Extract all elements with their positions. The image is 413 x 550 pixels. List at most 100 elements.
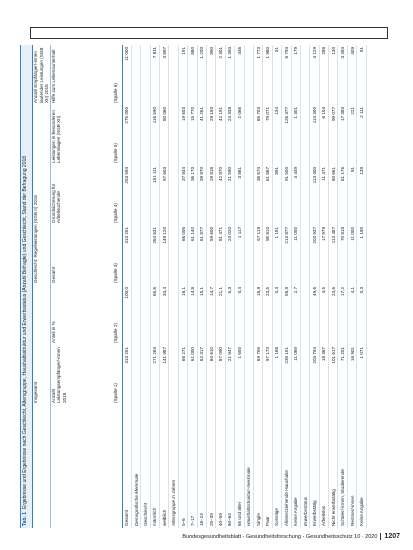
table-cell bbox=[131, 224, 141, 285]
table-cell: 29 193 bbox=[206, 104, 216, 165]
table-cell: 87 090 bbox=[215, 345, 226, 405]
table-label: Tab. 1 bbox=[22, 511, 28, 526]
table-cell: 14,8 bbox=[187, 284, 198, 345]
column-header: Hilfe zum Lebensunterhalt bbox=[50, 49, 56, 103]
table-cell: 97 173 bbox=[262, 345, 273, 405]
table-cell: 116 590 bbox=[150, 104, 160, 165]
table-row: 65 und älter 1 600 0,4 1 117 3 861 2 066 446 bbox=[234, 45, 245, 528]
table-cell: 191 bbox=[178, 45, 188, 105]
table-cell bbox=[168, 45, 179, 105]
table-cell: 41 261 bbox=[197, 104, 207, 165]
table-cell bbox=[168, 104, 179, 165]
column-number: (Spalte 1) bbox=[112, 345, 122, 405]
corner-cell bbox=[33, 405, 50, 528]
table-row: Nicht erwerbstätig 101 617 24,6 113 487 80 6… bbox=[328, 45, 338, 528]
table-cell: 29 818 bbox=[206, 164, 216, 225]
column-header: Anzahl Leistungsempfänger/-innen 2018 bbox=[50, 347, 67, 403]
table-cell: 14,7 bbox=[206, 284, 216, 345]
table-cell: 42 191 bbox=[215, 104, 226, 165]
row-label: Alleinerziehende Haushalte bbox=[281, 405, 292, 528]
table-cell: 101 617 bbox=[328, 345, 338, 405]
row-label: Geschlecht bbox=[140, 405, 151, 528]
group-header: Insgesamt bbox=[33, 284, 50, 405]
table-cell bbox=[140, 284, 151, 345]
table-cell: 253 594 bbox=[122, 164, 132, 225]
table-cell bbox=[131, 45, 141, 105]
table-cell: 100,0 bbox=[122, 284, 132, 345]
row-label: Gesamt bbox=[122, 405, 132, 528]
row-label: Rentner/-innen bbox=[347, 405, 357, 528]
table-cell: 91 bbox=[356, 45, 367, 105]
row-label: Erwerbsstatus bbox=[300, 405, 310, 528]
column-number: (Spalte 3) bbox=[112, 224, 122, 285]
table-row: Gesamt 413 251 100,0 413 251 253 594 275 000 1… bbox=[122, 45, 132, 528]
table-cell: 446 bbox=[234, 45, 245, 105]
table-row: Rentner/-innen 16 901 4,1 11 000 91 221 409 bbox=[347, 45, 357, 528]
row-label: 60–64 bbox=[225, 405, 235, 528]
table-cell: 18 367 bbox=[319, 345, 329, 405]
table: Insgesamt Geschlecht: Regelleistungen (SG… bbox=[33, 45, 367, 528]
table-cell: 0,3 bbox=[356, 284, 367, 345]
table-cell: 67 119 bbox=[253, 224, 263, 285]
table-row: Demografische Merkmale bbox=[131, 45, 141, 528]
table-cell: 37 844 bbox=[178, 164, 188, 225]
table-cell: 204 794 bbox=[309, 345, 320, 405]
table-cell: 271 264 bbox=[150, 345, 160, 405]
table-cell: 204 937 bbox=[309, 224, 320, 285]
table-row: Single 69 759 16,9 67 119 36 674 65 703 1 773 bbox=[253, 45, 263, 528]
column-header-row: Anzahl Leistungsempfänger/-innen 2018 Ant… bbox=[50, 45, 113, 528]
table-cell: 99 077 bbox=[328, 104, 338, 165]
column-header: Grundsicherung für Arbeitsuchende bbox=[50, 183, 62, 223]
table-cell: 61 877 bbox=[197, 224, 207, 285]
table-cell: 79 071 bbox=[262, 104, 273, 165]
table-cell: 16,9 bbox=[253, 284, 263, 345]
row-label: weiblich bbox=[159, 405, 169, 528]
table-title: Tab. 1 Ergebnisse und Ergebnisse nach Ges… bbox=[20, 45, 33, 528]
row-label: 18–24 bbox=[197, 405, 207, 528]
table-cell: 1 200 bbox=[197, 45, 207, 105]
table-cell: 23,5 bbox=[262, 284, 273, 345]
row-label: Sonstige bbox=[272, 405, 282, 528]
table-cell: 7 811 bbox=[150, 45, 160, 105]
table-cell: 16,1 bbox=[178, 284, 188, 345]
table-cell bbox=[244, 104, 254, 165]
table-row: Geschlecht bbox=[140, 45, 151, 528]
table-cell: 11 069 bbox=[291, 345, 301, 405]
table-cell: 4,5 bbox=[319, 284, 329, 345]
table-row: weiblich 141 987 34,4 149 120 97 603 80 060 4 … bbox=[159, 45, 169, 528]
table-row: Keine Angabe 11 069 2,7 11 000 4 449 1 301 179 bbox=[291, 45, 301, 528]
table-row: 7–17 61 000 14,8 61 140 36 170 15 770 880 bbox=[187, 45, 198, 528]
table-cell: 16 901 bbox=[347, 345, 357, 405]
table-cell: 4 129 bbox=[309, 45, 320, 105]
table-cell: 4 449 bbox=[291, 164, 301, 225]
column-number: (Spalte 4) bbox=[112, 164, 122, 225]
row-label: Keine Angabe bbox=[291, 405, 301, 528]
table-cell: 151 111 bbox=[150, 164, 160, 225]
table-cell: 113 400 bbox=[309, 164, 320, 225]
table-cell: 42 870 bbox=[215, 164, 226, 225]
table-cell: 11 000 bbox=[291, 224, 301, 285]
table-cell bbox=[300, 284, 310, 345]
row-label: 40–59 bbox=[215, 405, 226, 528]
table-row: Arbeitslos 18 367 4,5 17 979 11 471 6 104 288 bbox=[319, 45, 329, 528]
table-cell bbox=[140, 45, 151, 105]
table-row: Paar 97 173 23,5 95 810 81 867 79 071 1 980 bbox=[262, 45, 273, 528]
column-number: (Spalte 2) bbox=[112, 284, 122, 345]
table-cell: 288 bbox=[319, 45, 329, 105]
table-cell bbox=[300, 224, 310, 285]
table-cell: 31 bbox=[272, 45, 282, 105]
table-cell: 17 383 bbox=[337, 104, 348, 165]
row-label: Paar bbox=[262, 405, 273, 528]
table-body: Gesamt 413 251 100,0 413 251 253 594 275 000 1… bbox=[122, 45, 367, 528]
row-label: Schüler/-innen, Studierende bbox=[337, 405, 348, 528]
table-cell: 71 201 bbox=[337, 345, 348, 405]
table-cell: 4 897 bbox=[159, 45, 169, 105]
table-cell: 65,6 bbox=[150, 284, 160, 345]
table-cell bbox=[131, 284, 141, 345]
table-cell: 5,3 bbox=[225, 284, 235, 345]
row-label: 25–39 bbox=[206, 405, 216, 528]
table-cell: 24 339 bbox=[225, 104, 235, 165]
table-cell: 213 877 bbox=[281, 224, 292, 285]
table-cell: 1 773 bbox=[253, 45, 263, 105]
